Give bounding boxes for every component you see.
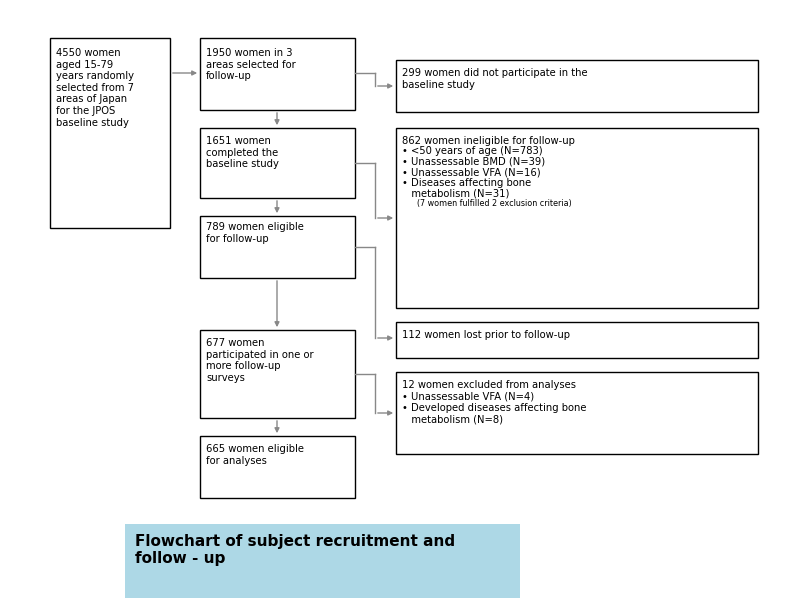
Text: • Diseases affecting bone: • Diseases affecting bone [402,177,531,188]
Bar [396,128,758,308]
Text: 665 women eligible
for analyses: 665 women eligible for analyses [206,444,304,466]
Text: 1651 women
completed the
baseline study: 1651 women completed the baseline study [206,136,279,169]
Bar [396,322,758,358]
Text: • <50 years of age (N=783): • <50 years of age (N=783) [402,146,543,157]
Text: metabolism (N=31): metabolism (N=31) [402,188,509,198]
Text: • Unassessable VFA (N=16): • Unassessable VFA (N=16) [402,167,541,177]
Text: 862 women ineligible for follow-up: 862 women ineligible for follow-up [402,136,575,146]
Text: 789 women eligible
for follow-up: 789 women eligible for follow-up [206,222,304,244]
Bar [200,216,355,278]
Bar [200,330,355,418]
Text: 1950 women in 3
areas selected for
follow-up: 1950 women in 3 areas selected for follo… [206,48,295,81]
Text: 112 women lost prior to follow-up: 112 women lost prior to follow-up [402,330,570,340]
Text: 4550 women
aged 15-79
years randomly
selected from 7
areas of Japan
for the JPOS: 4550 women aged 15-79 years randomly sel… [56,48,134,127]
Bar [200,436,355,498]
Text: 12 women excluded from analyses
• Unassessable VFA (N=4)
• Developed diseases af: 12 women excluded from analyses • Unasse… [402,380,587,425]
Text: 677 women
participated in one or
more follow-up
surveys: 677 women participated in one or more fo… [206,338,314,382]
Bar [200,128,355,198]
Text: 299 women did not participate in the
baseline study: 299 women did not participate in the bas… [402,68,588,89]
Bar [200,38,355,110]
Text: Flowchart of subject recruitment and
follow - up: Flowchart of subject recruitment and fol… [135,534,455,566]
Text: (7 women fulfilled 2 exclusion criteria): (7 women fulfilled 2 exclusion criteria) [402,199,572,207]
Bar [50,38,170,228]
Bar [396,60,758,112]
Text: • Unassessable BMD (N=39): • Unassessable BMD (N=39) [402,157,545,167]
Bar [396,372,758,454]
Bar [125,524,520,598]
